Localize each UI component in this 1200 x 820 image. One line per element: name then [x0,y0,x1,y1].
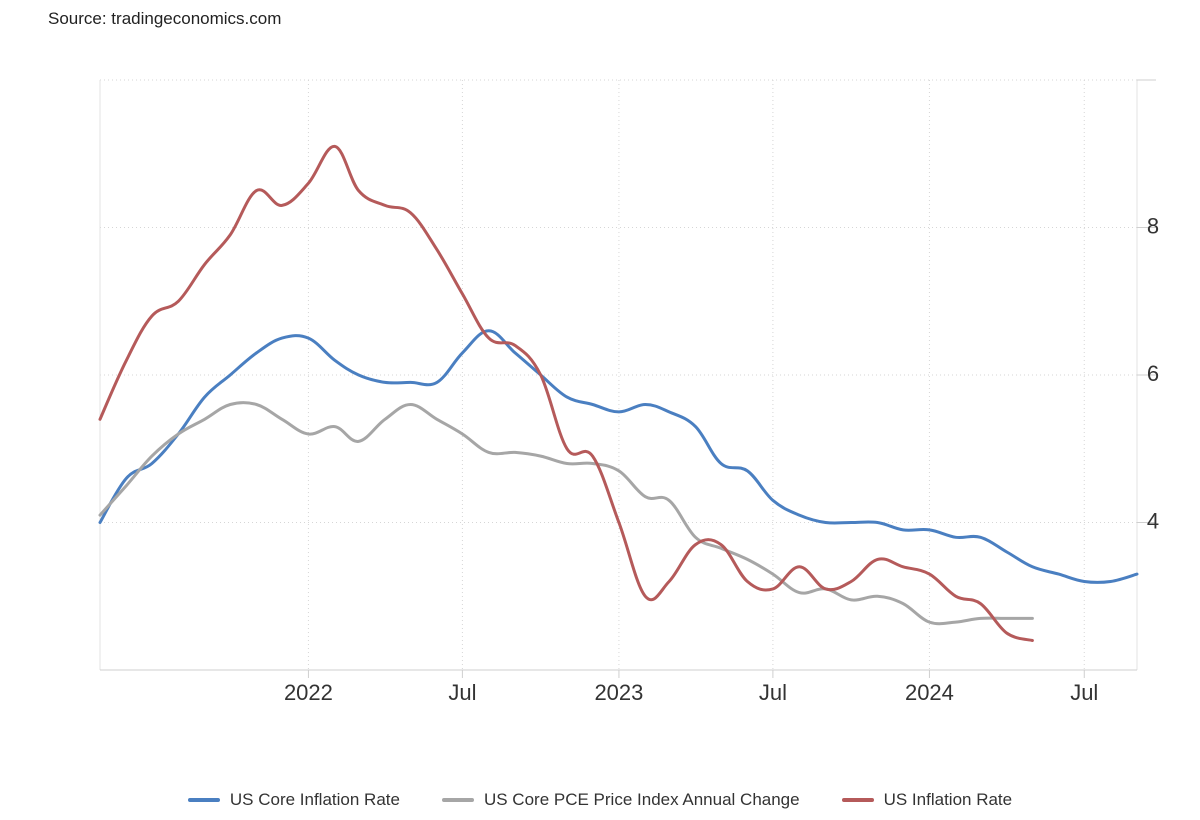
x-tick-labels: 2022 Jul 2023 Jul 2024 Jul [284,680,1098,705]
legend-item[interactable]: US Core PCE Price Index Annual Change [441,790,800,810]
legend-label: US Core Inflation Rate [229,790,400,809]
y-tick-label: 6 [1147,361,1159,386]
legend-swatch [441,798,474,802]
legend-item[interactable]: US Inflation Rate [841,790,1013,810]
source-note: Source: tradingeconomics.com [48,9,282,28]
x-tick-label: 2024 [905,680,954,705]
series-line-us-inflation-rate [98,144,1034,642]
legend-swatch [841,798,874,802]
legend: US Core Inflation Rate US Core PCE Price … [0,790,1200,810]
y-tick-label: 8 [1147,214,1159,239]
line-chart: 2022 Jul 2023 Jul 2024 Jul 4 6 8 [98,79,1159,705]
series-line-us-core-pce-price-index-annual-change [98,400,1034,626]
series-lines [98,144,1139,642]
x-tick-label: 2022 [284,680,333,705]
axes [100,79,1156,678]
y-tick-label: 4 [1147,509,1159,534]
series-line-us-core-inflation-rate [98,329,1139,584]
x-tick-label: Jul [759,680,787,705]
legend-swatch [187,798,220,802]
legend-item[interactable]: US Core Inflation Rate [187,790,400,810]
x-tick-label: 2023 [594,680,643,705]
x-tick-label: Jul [1070,680,1098,705]
legend-label: US Core PCE Price Index Annual Change [483,790,800,809]
y-tick-labels: 4 6 8 [1147,214,1159,534]
gridlines [99,79,1138,670]
legend-label: US Inflation Rate [883,790,1013,809]
x-tick-label: Jul [448,680,476,705]
